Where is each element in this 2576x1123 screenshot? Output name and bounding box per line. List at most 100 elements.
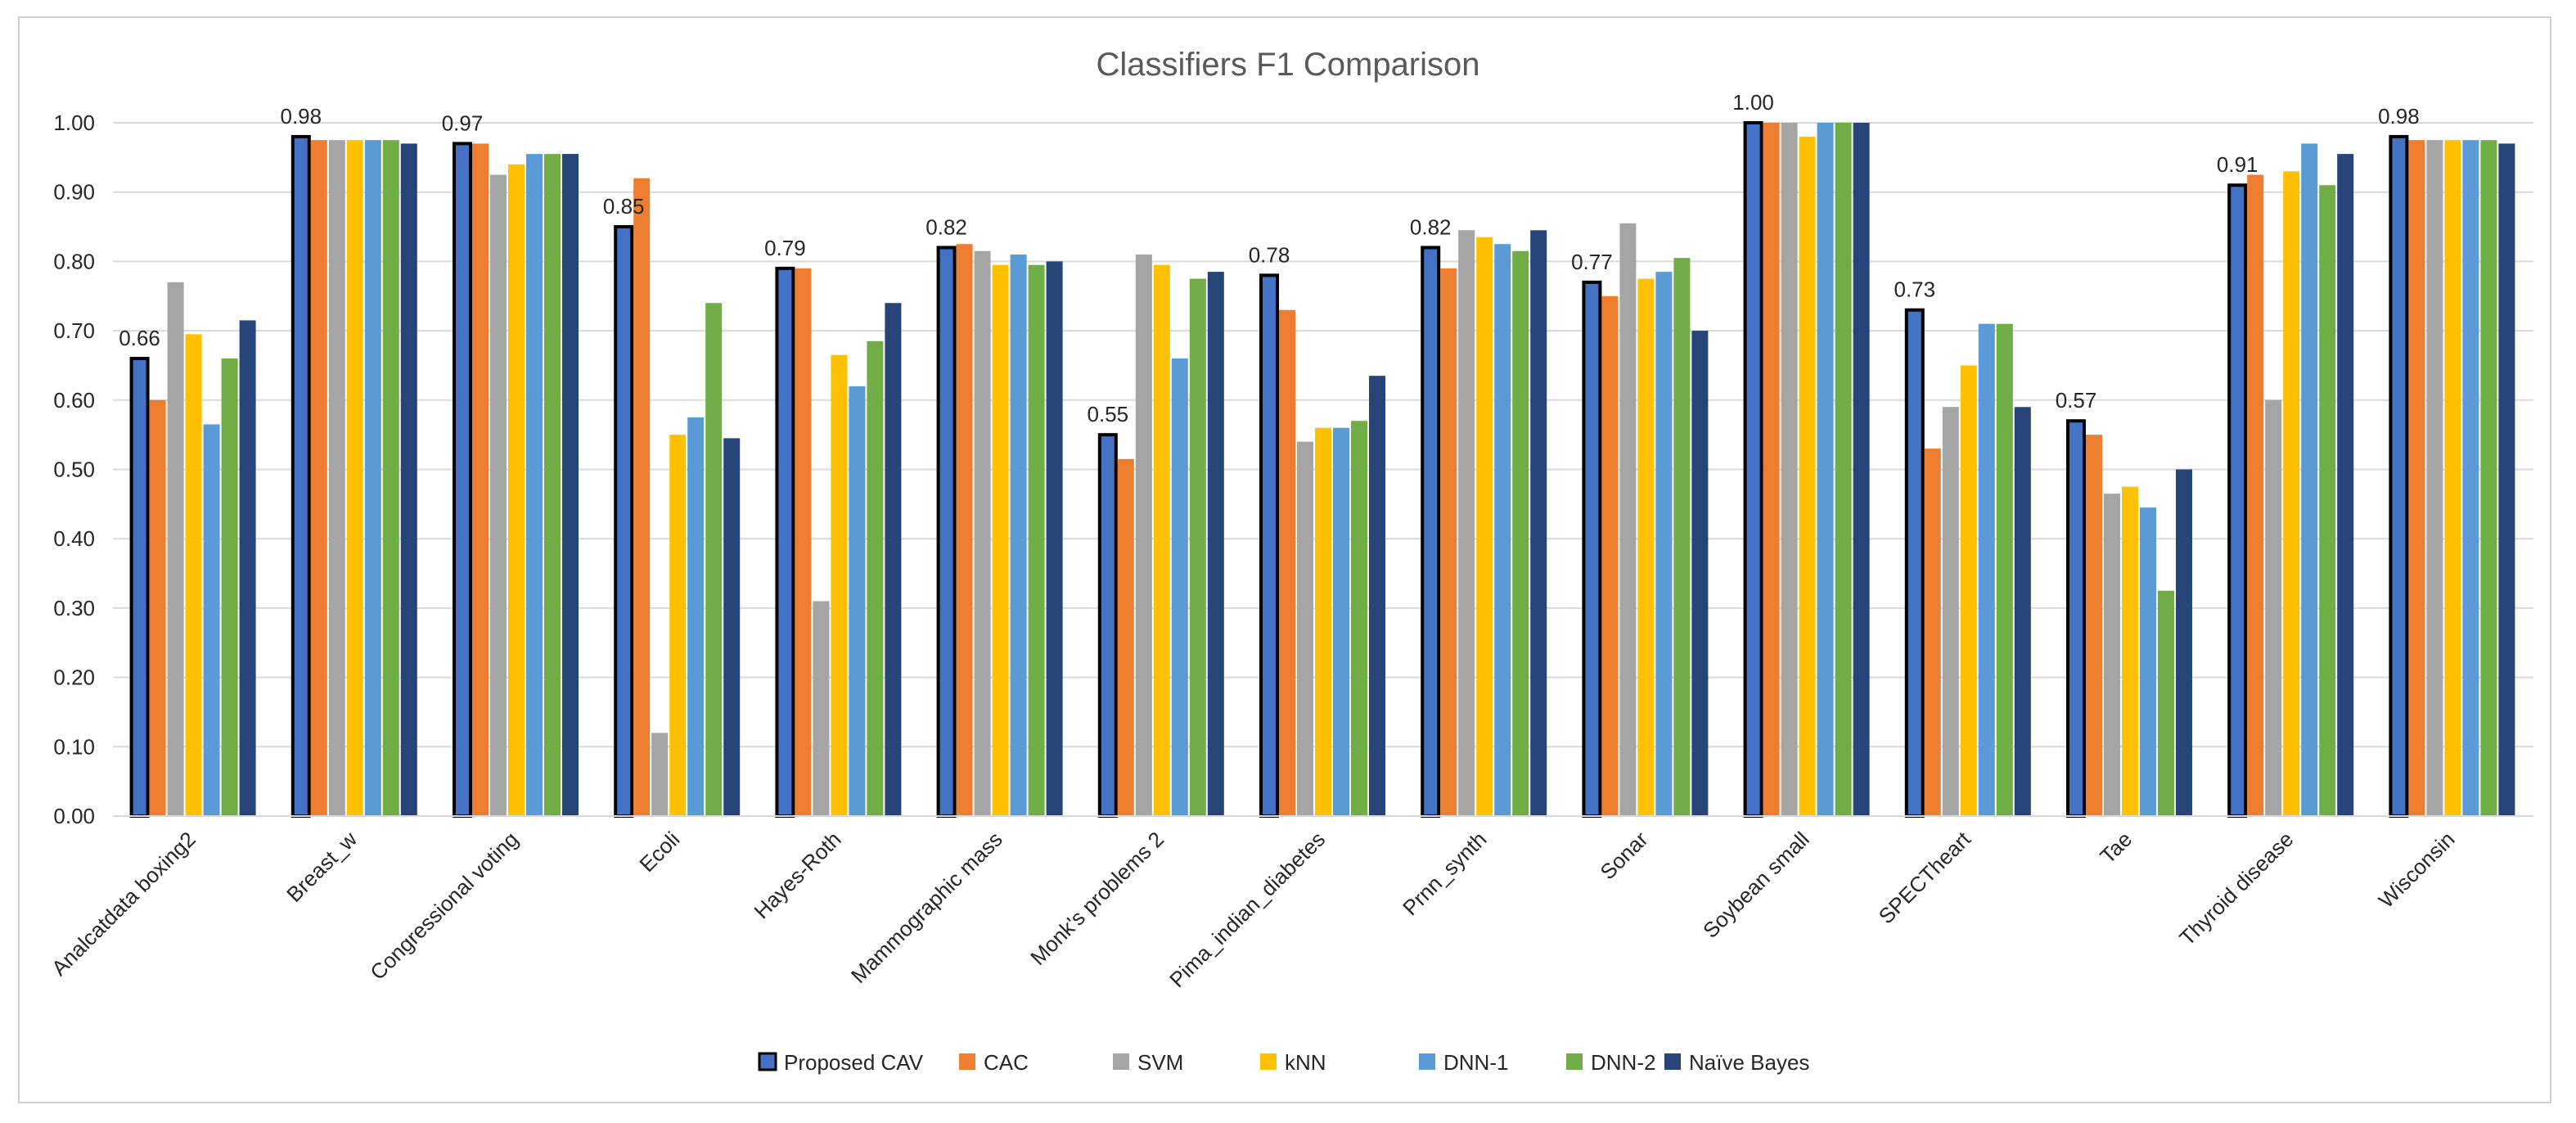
- bar-na-ve-bayes: [1853, 123, 1870, 816]
- bar-knn: [1315, 427, 1331, 816]
- bar-proposed-cav: [1097, 433, 1118, 819]
- category-label: Thyroid disease: [2174, 827, 2298, 950]
- bar-cac: [310, 140, 327, 817]
- bar-knn: [2122, 486, 2138, 816]
- bar-dnn-1: [1333, 427, 1349, 816]
- bar-cac: [795, 268, 812, 816]
- bar-dnn-2: [1028, 264, 1045, 816]
- category-label: Sonar: [1595, 827, 1653, 885]
- bar-knn: [508, 164, 525, 816]
- bar-dnn-2: [1673, 258, 1691, 816]
- bar-na-ve-bayes: [2176, 469, 2192, 816]
- legend: Proposed CAV CAC SVM kNN DNN-1 DNN-2 Naïve Bay…: [758, 1050, 1809, 1075]
- bar-dnn-2: [2158, 590, 2174, 816]
- y-tick-label: 0.60: [53, 388, 95, 413]
- legend-swatch: [1664, 1053, 1681, 1070]
- bar-na-ve-bayes: [400, 143, 417, 816]
- category-label: Prnn_synth: [1398, 827, 1491, 920]
- bar-dnn-1: [203, 424, 220, 816]
- bar-svm: [167, 282, 184, 816]
- bar-na-ve-bayes: [1369, 376, 1385, 816]
- data-labels: 0.66 0.98 0.97 0.85 0.79 0.82 0.55 0.78 0.82 0.77…: [119, 90, 2419, 426]
- bar-proposed-cav: [936, 246, 957, 818]
- bar-svm: [1297, 441, 1313, 816]
- y-tick-label: 0.20: [53, 665, 95, 690]
- bar-na-ve-bayes: [1046, 261, 1063, 816]
- bar-na-ve-bayes: [2498, 143, 2515, 816]
- bar-proposed-cav: [2227, 183, 2248, 819]
- data-label: 0.98: [280, 104, 322, 129]
- data-label: 0.77: [1571, 250, 1613, 274]
- legend-label: SVM: [1137, 1050, 1183, 1075]
- legend-label: DNN-1: [1443, 1050, 1508, 1075]
- bar-svm: [1458, 230, 1475, 816]
- y-tick-label: 0.00: [53, 804, 95, 828]
- bar-svm: [2104, 494, 2120, 816]
- bar-dnn-2: [544, 154, 561, 817]
- bar-svm: [490, 174, 507, 816]
- legend-swatch: [758, 1052, 777, 1071]
- y-tick-label: 0.10: [53, 734, 95, 759]
- bar-na-ve-bayes: [562, 154, 579, 817]
- bar-proposed-cav: [1259, 273, 1279, 818]
- bar-proposed-cav: [775, 266, 795, 818]
- legend-swatch: [959, 1053, 975, 1070]
- bar-proposed-cav: [2066, 419, 2086, 819]
- bar-dnn-2: [2319, 185, 2336, 817]
- bar-dnn-2: [1996, 323, 2013, 816]
- bar-cac: [2247, 174, 2264, 816]
- bar-knn: [2283, 171, 2300, 817]
- bar-dnn-1: [1171, 358, 1188, 817]
- bar-na-ve-bayes: [885, 303, 902, 817]
- bar-na-ve-bayes: [1530, 230, 1547, 816]
- bar-knn: [1476, 237, 1493, 816]
- bar-cac: [1763, 123, 1780, 816]
- bar-proposed-cav: [1582, 280, 1602, 818]
- category-label: Hayes-Roth: [749, 827, 845, 923]
- bar-dnn-2: [1512, 250, 1529, 816]
- bar-svm: [974, 250, 991, 816]
- legend-label: DNN-2: [1591, 1050, 1655, 1075]
- bar-proposed-cav: [129, 356, 150, 819]
- bar-dnn-1: [364, 140, 381, 817]
- data-label: 0.57: [2056, 388, 2097, 413]
- bar-dnn-1: [2462, 140, 2479, 817]
- bar-cac: [1924, 449, 1941, 816]
- bar-dnn-2: [2480, 140, 2497, 817]
- bar-svm: [1619, 223, 1637, 816]
- bar-cac: [1279, 309, 1295, 816]
- bar-dnn-2: [1835, 123, 1852, 816]
- legend-swatch: [1566, 1053, 1583, 1070]
- category-label: Congressional voting: [365, 827, 523, 985]
- category-label: Monk's problems 2: [1025, 827, 1169, 970]
- legend-swatch: [1113, 1053, 1129, 1070]
- data-label: 0.85: [603, 194, 645, 219]
- bar-na-ve-bayes: [723, 438, 741, 816]
- bar-cac: [1117, 458, 1134, 816]
- bar-dnn-1: [526, 154, 543, 817]
- y-axis-tick-labels: 0.00 0.10 0.20 0.30 0.40 0.50 0.60 0.70 0.80 0.90…: [53, 110, 95, 828]
- bar-dnn-2: [221, 358, 238, 817]
- data-label: 0.78: [1249, 242, 1290, 267]
- data-label: 0.66: [119, 326, 160, 350]
- category-label: SPECTheart: [1874, 826, 1976, 928]
- category-labels: Analcatdata boxing2 Breast_w Congressional…: [47, 826, 2460, 992]
- bar-dnn-1: [687, 417, 705, 816]
- legend-label: Naïve Bayes: [1689, 1050, 1809, 1075]
- bar-dnn-1: [1494, 244, 1511, 817]
- category-label: Ecoli: [634, 827, 684, 877]
- bar-dnn-1: [2140, 507, 2156, 816]
- data-label: 0.91: [2217, 152, 2259, 177]
- y-tick-label: 0.50: [53, 458, 95, 482]
- bar-dnn-2: [1351, 421, 1367, 816]
- bar-svm: [328, 140, 345, 817]
- legend-swatch: [1260, 1053, 1277, 1070]
- bar-svm: [651, 733, 669, 816]
- data-label: 0.82: [925, 214, 967, 239]
- bar-dnn-1: [1010, 254, 1027, 816]
- bar-na-ve-bayes: [1207, 272, 1224, 817]
- data-label: 0.98: [2378, 104, 2420, 129]
- bar-dnn-2: [382, 140, 399, 817]
- bar-cac: [2086, 435, 2102, 816]
